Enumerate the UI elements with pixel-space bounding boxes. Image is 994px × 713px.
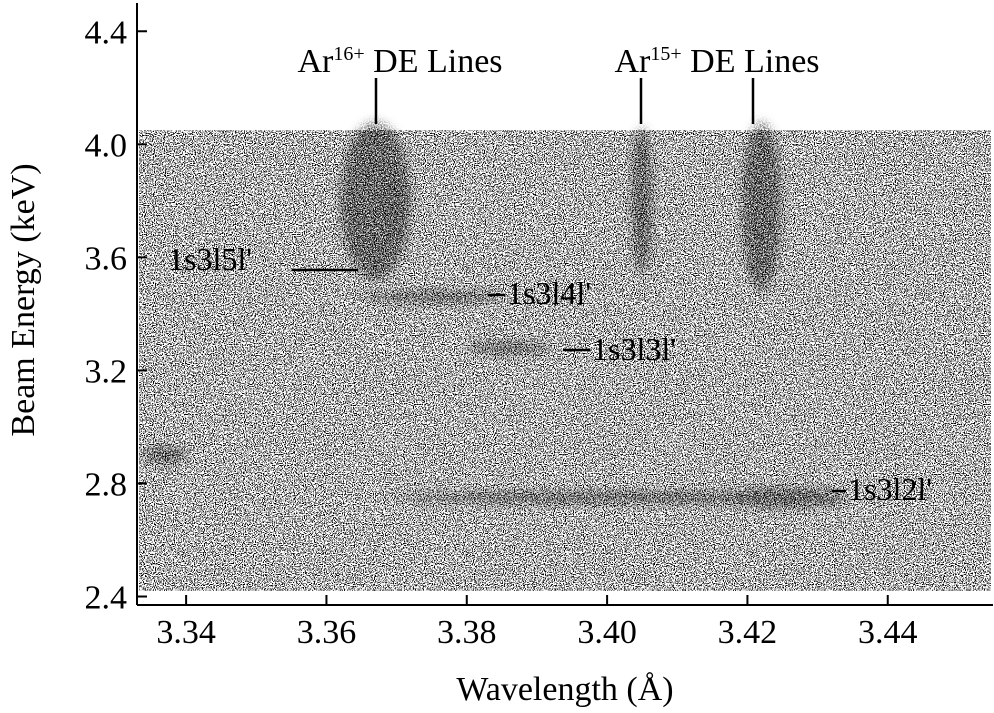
feature: [741, 121, 782, 292]
x-tick-label: 3.34: [156, 614, 216, 651]
y-tick-label: 4.0: [85, 127, 128, 164]
y-tick-label: 2.4: [85, 580, 128, 617]
features: [144, 121, 846, 508]
feature: [631, 127, 653, 275]
y-tick-label: 4.4: [85, 14, 128, 51]
annotations: Ar16+ DE Lines Ar15+ DE Lines 1s3l5l' 1s…: [168, 43, 932, 507]
feature: [719, 487, 846, 508]
y-tick-label: 2.8: [85, 466, 128, 503]
annotation: Ar16+ DE Lines: [297, 43, 502, 80]
scan-background: [139, 130, 991, 591]
feature: [466, 342, 551, 354]
annotation: 1s3l5l': [168, 241, 252, 277]
x-tick-label: 3.42: [718, 614, 778, 651]
x-tick-label: 3.40: [577, 614, 637, 651]
feature: [340, 121, 411, 280]
y-tick-label: 3.6: [85, 240, 128, 277]
annotation: Ar15+ DE Lines: [614, 43, 819, 80]
y-axis-title: Beam Energy (keV): [5, 163, 42, 436]
feature: [396, 491, 818, 504]
annotation: 1s3l3l': [592, 331, 676, 367]
annotation: 1s3l4l': [507, 275, 591, 311]
annotation: 1s3l2l': [848, 471, 932, 507]
x-tick-label: 3.44: [858, 614, 918, 651]
x-tick-label: 3.38: [437, 614, 497, 651]
plot-area: 3.34 3.36 3.38 3.40 3.42 3.44 2.4 2.8 3.2 3.6 4.0 4…: [85, 3, 993, 651]
x-axis-title: Wavelength (Å): [456, 671, 673, 708]
feature: [361, 291, 502, 303]
feature: [144, 446, 187, 464]
y-tick-label: 3.2: [85, 353, 128, 390]
x-tick-label: 3.36: [297, 614, 357, 651]
